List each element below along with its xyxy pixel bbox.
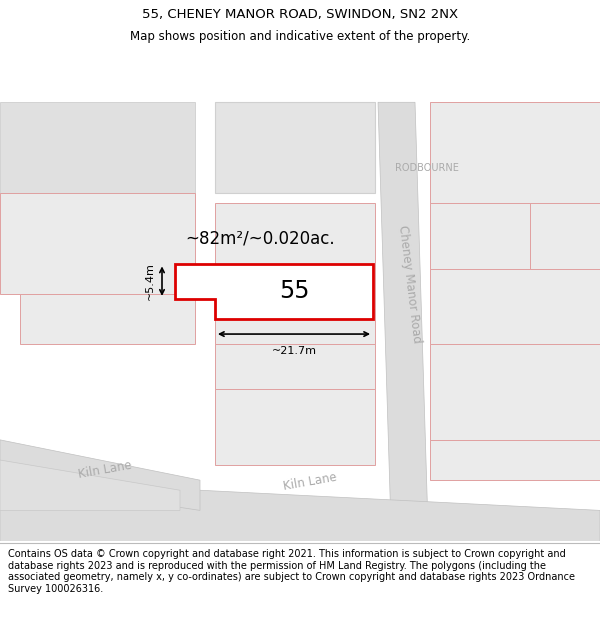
Polygon shape	[215, 389, 375, 465]
Polygon shape	[215, 203, 375, 309]
Text: ~5.4m: ~5.4m	[145, 262, 155, 300]
Polygon shape	[0, 102, 195, 193]
Text: Map shows position and indicative extent of the property.: Map shows position and indicative extent…	[130, 30, 470, 43]
Polygon shape	[540, 132, 600, 203]
Text: RODBOURNE: RODBOURNE	[395, 162, 459, 172]
Text: Cheney Manor Road: Cheney Manor Road	[397, 224, 424, 343]
Text: ~82m²/~0.020ac.: ~82m²/~0.020ac.	[185, 229, 335, 248]
Text: ~21.7m: ~21.7m	[271, 346, 317, 356]
Polygon shape	[215, 344, 375, 389]
Text: 55: 55	[279, 279, 309, 303]
Polygon shape	[430, 440, 600, 480]
Polygon shape	[0, 480, 600, 591]
Polygon shape	[530, 203, 600, 269]
Polygon shape	[0, 193, 195, 294]
Polygon shape	[378, 102, 430, 591]
Text: 55, CHENEY MANOR ROAD, SWINDON, SN2 2NX: 55, CHENEY MANOR ROAD, SWINDON, SN2 2NX	[142, 8, 458, 21]
Polygon shape	[215, 309, 375, 344]
Polygon shape	[0, 460, 180, 511]
Polygon shape	[430, 102, 600, 203]
Polygon shape	[215, 102, 375, 193]
Text: Kiln Lane: Kiln Lane	[282, 471, 338, 493]
Text: Kiln Lane: Kiln Lane	[77, 459, 133, 481]
Polygon shape	[0, 440, 200, 511]
Text: Contains OS data © Crown copyright and database right 2021. This information is : Contains OS data © Crown copyright and d…	[8, 549, 575, 594]
Polygon shape	[430, 203, 530, 269]
Polygon shape	[430, 344, 600, 440]
Polygon shape	[175, 264, 373, 319]
Polygon shape	[430, 269, 600, 344]
Polygon shape	[20, 294, 195, 344]
